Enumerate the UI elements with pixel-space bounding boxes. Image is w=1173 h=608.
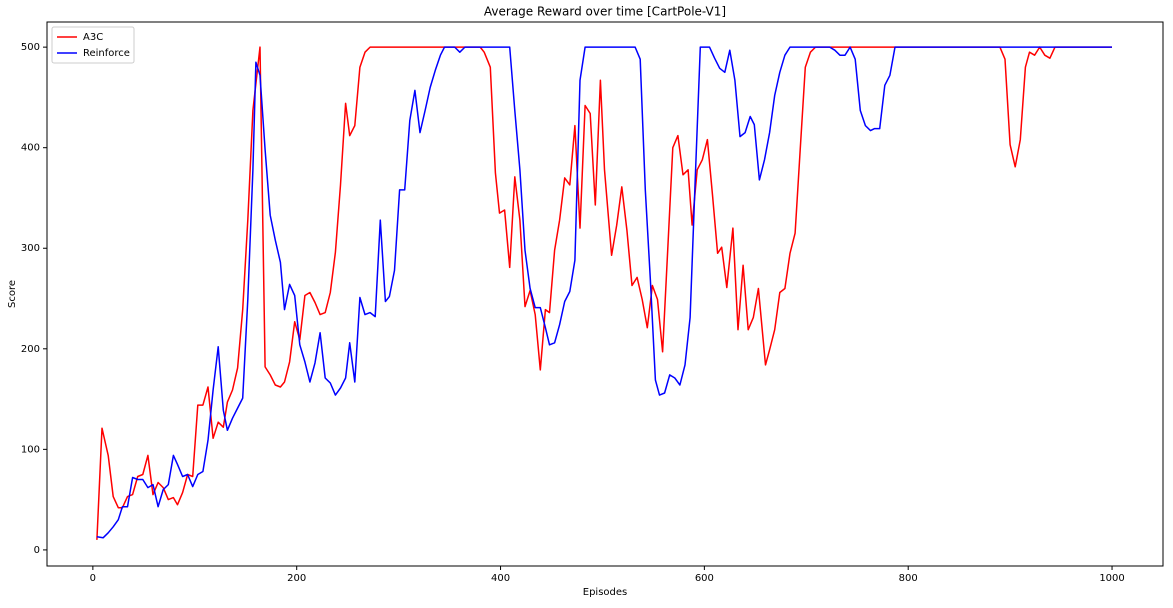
legend-label: A3C [83, 32, 103, 43]
line-series [96, 46, 1112, 540]
y-axis-label: Score [7, 280, 18, 308]
y-tick-label: 200 [21, 344, 40, 355]
x-tick-label: 400 [491, 573, 510, 584]
x-axis-label: Episodes [583, 587, 627, 598]
y-tick-label: 300 [21, 243, 40, 254]
x-tick-label: 0 [90, 573, 96, 584]
chart-title: Average Reward over time [CartPole-V1] [484, 5, 726, 19]
x-tick-label: 600 [695, 573, 714, 584]
x-tick-label: 200 [287, 573, 306, 584]
y-tick-label: 400 [21, 143, 40, 154]
line-series [96, 46, 1112, 539]
y-tick-label: 100 [21, 444, 40, 455]
x-tick-label: 800 [899, 573, 918, 584]
plot-frame [46, 21, 1164, 567]
x-tick-label: 1000 [1099, 573, 1124, 584]
y-tick-label: 500 [21, 42, 40, 53]
y-tick-label: 0 [34, 545, 40, 556]
legend-label: Reinforce [83, 48, 130, 59]
legend-box [51, 26, 135, 64]
